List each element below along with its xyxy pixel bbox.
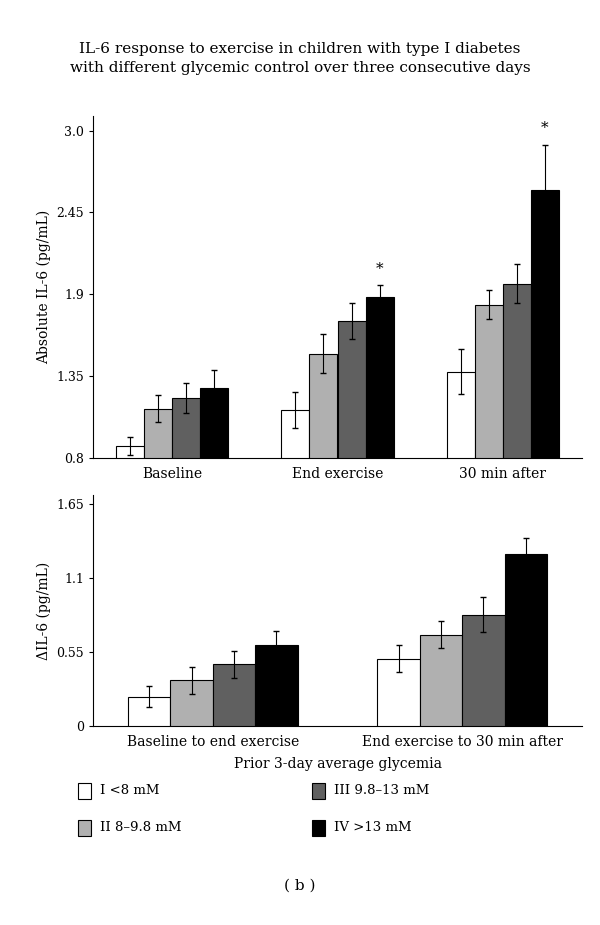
Bar [337,321,365,458]
Bar [531,190,559,458]
Bar [446,372,475,458]
Bar [365,297,394,458]
Bar [144,409,172,458]
Bar [172,399,200,458]
Bar [462,614,505,726]
Bar [503,284,531,458]
Text: II 8–9.8 mM: II 8–9.8 mM [100,821,182,834]
Y-axis label: ΔIL-6 (pg/mL): ΔIL-6 (pg/mL) [36,561,50,660]
Text: I <8 mM: I <8 mM [100,784,160,797]
Text: *: * [541,121,548,135]
Text: IL-6 response to exercise in children with type I diabetes
with different glycem: IL-6 response to exercise in children wi… [70,42,530,75]
Bar [475,304,503,458]
Text: III 9.8–13 mM: III 9.8–13 mM [334,784,430,797]
Bar [128,697,170,726]
Bar [116,446,144,458]
Text: ( b ): ( b ) [284,879,316,894]
Bar [170,681,213,726]
X-axis label: Prior 3-day average glycemia: Prior 3-day average glycemia [233,758,442,771]
Bar [377,659,420,726]
Text: IV >13 mM: IV >13 mM [334,821,412,834]
Bar [505,554,547,726]
Bar [200,388,229,458]
Bar [255,646,298,726]
Bar [420,635,462,726]
Text: *: * [376,263,383,277]
Y-axis label: Absolute IL-6 (pg/mL): Absolute IL-6 (pg/mL) [36,210,50,364]
Bar [213,664,255,726]
Bar [310,353,337,458]
Text: ( a ): ( a ) [322,499,353,512]
Bar [281,411,310,458]
